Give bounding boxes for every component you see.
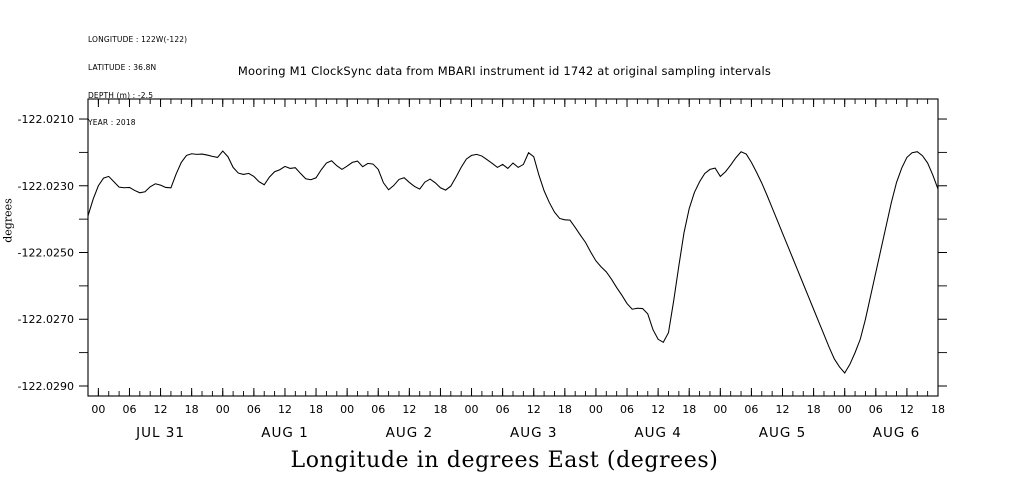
y-axis-title: degrees [1, 198, 15, 243]
x-tick-label: 18 [807, 403, 821, 416]
x-tick-label: 06 [371, 403, 385, 416]
x-tick-label: 00 [838, 403, 852, 416]
x-tick-label: 00 [216, 403, 230, 416]
chart-title: Mooring M1 ClockSync data from MBARI ins… [237, 64, 772, 78]
x-day-label: AUG 1 [261, 425, 308, 441]
y-tick-label: -122.0250 [18, 247, 74, 260]
x-axis-title: Longitude in degrees East (degrees) [290, 448, 719, 473]
x-day-label: AUG 6 [873, 425, 920, 441]
x-day-label: AUG 5 [759, 425, 806, 441]
x-day-label: AUG 4 [634, 425, 681, 441]
x-tick-label: 12 [154, 403, 168, 416]
x-tick-label: 06 [620, 403, 634, 416]
x-tick-label: 12 [402, 403, 416, 416]
y-tick-label: -122.0210 [18, 113, 74, 126]
x-tick-label: 00 [340, 403, 354, 416]
x-tick-label: 06 [122, 403, 136, 416]
x-tick-label: 18 [558, 403, 572, 416]
x-tick-label: 12 [527, 403, 541, 416]
x-tick-label: 18 [309, 403, 323, 416]
x-day-label: AUG 3 [510, 425, 557, 441]
x-day-label: AUG 2 [386, 425, 433, 441]
x-tick-label: 06 [496, 403, 510, 416]
x-tick-label: 18 [433, 403, 447, 416]
metadata-year: YEAR : 2018 [88, 118, 136, 128]
y-tick-label: -122.0230 [18, 180, 74, 193]
plot-frame [87, 98, 939, 397]
station-metadata: LONGITUDE : 122W(-122) LATITUDE : 36.8N … [88, 17, 187, 146]
x-tick-label: 06 [247, 403, 261, 416]
metadata-longitude: LONGITUDE : 122W(-122) [88, 35, 188, 45]
y-tick-label: -122.0290 [18, 380, 74, 393]
x-tick-label: 18 [185, 403, 199, 416]
y-tick-label: -122.0270 [18, 313, 74, 326]
x-tick-label: 12 [651, 403, 665, 416]
x-tick-label: 12 [900, 403, 914, 416]
data-series-line [87, 150, 939, 374]
metadata-latitude: LATITUDE : 36.8N [88, 63, 157, 73]
x-tick-label: 00 [589, 403, 603, 416]
x-day-label: JUL 31 [135, 425, 185, 441]
x-tick-label: 00 [465, 403, 479, 416]
x-tick-label: 12 [278, 403, 292, 416]
x-tick-label: 12 [776, 403, 790, 416]
x-tick-label: 18 [931, 403, 945, 416]
x-tick-label: 00 [713, 403, 727, 416]
x-tick-label: 06 [744, 403, 758, 416]
x-tick-label: 06 [869, 403, 883, 416]
x-tick-label: 00 [91, 403, 105, 416]
x-tick-label: 18 [682, 403, 696, 416]
metadata-depth: DEPTH (m) : -2.5 [88, 90, 154, 100]
